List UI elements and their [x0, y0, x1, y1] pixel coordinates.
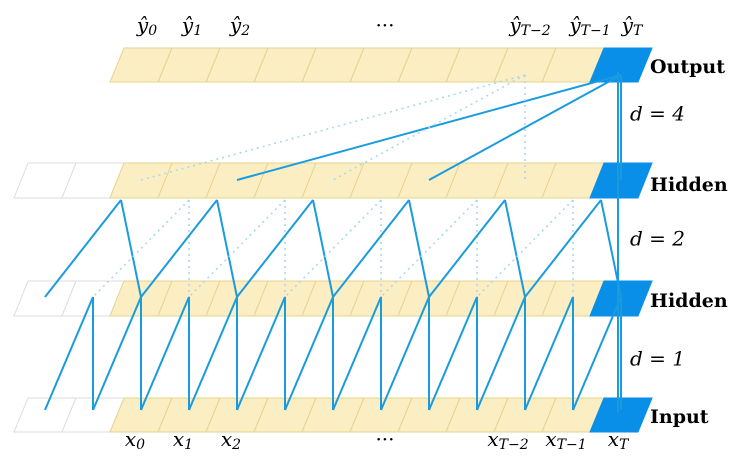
axis-label: ŷ0 — [136, 13, 157, 40]
label-main: ŷ — [181, 13, 194, 37]
label-sub: 2 — [231, 437, 241, 453]
link — [188, 296, 238, 411]
axis-label: ··· — [375, 427, 394, 451]
axis-label: xT−1 — [545, 427, 586, 454]
label-main: x — [221, 427, 232, 451]
label-main: ŷ — [621, 13, 634, 37]
label-main: x — [173, 427, 184, 451]
axis-label: ŷT−1 — [568, 13, 610, 40]
label-sub: T — [633, 23, 644, 39]
link — [120, 199, 142, 298]
link — [524, 296, 574, 411]
link — [428, 296, 478, 411]
label-main: ··· — [375, 427, 394, 451]
link — [504, 199, 526, 298]
axis-label: ··· — [375, 13, 394, 37]
cells — [13, 47, 653, 433]
link — [236, 199, 314, 298]
link — [92, 296, 142, 411]
label-sub: 2 — [240, 23, 250, 39]
label-main: ··· — [375, 13, 394, 37]
link — [572, 296, 622, 411]
layer-label: Input — [650, 406, 709, 428]
label-sub: 0 — [148, 23, 157, 39]
label-sub: 1 — [193, 23, 202, 39]
link — [140, 199, 218, 298]
label-main: x — [487, 427, 498, 451]
axis-label: x2 — [221, 427, 241, 454]
label-main: x — [545, 427, 556, 451]
link — [44, 199, 122, 298]
axis-label: x0 — [125, 427, 145, 454]
axis-label: ŷT−2 — [508, 13, 550, 40]
dotted-link — [140, 74, 526, 181]
label-sub: T−2 — [499, 437, 529, 453]
label-main: ŷ — [508, 13, 521, 37]
label-sub: T — [619, 437, 630, 453]
link — [524, 199, 602, 298]
link — [476, 296, 526, 411]
link — [140, 296, 190, 411]
dilation-label: d = 4 — [630, 102, 685, 126]
label-sub: T−1 — [581, 23, 611, 39]
label-main: ŷ — [568, 13, 581, 37]
cell — [589, 397, 653, 433]
label-sub: T−2 — [521, 23, 551, 39]
link — [236, 296, 286, 411]
links — [44, 74, 622, 411]
link — [312, 199, 334, 298]
axis-label: ŷ2 — [229, 13, 250, 40]
axis-label: xT−2 — [487, 427, 528, 454]
label-sub: 1 — [184, 437, 193, 453]
dotted-link — [332, 74, 526, 181]
link — [332, 296, 382, 411]
link — [408, 199, 430, 298]
layer-label: Hidden — [650, 174, 728, 196]
link — [428, 74, 622, 181]
link — [216, 199, 238, 298]
dilation-label: d = 2 — [630, 227, 685, 251]
axis-label: ŷ1 — [181, 13, 202, 40]
dilation-label: d = 1 — [630, 347, 685, 371]
link — [428, 199, 506, 298]
label-main: ŷ — [136, 13, 149, 37]
axis-label: ŷT — [621, 13, 644, 40]
axis-label: xT — [608, 427, 630, 454]
axis-label: x1 — [173, 427, 193, 454]
label-main: x — [125, 427, 136, 451]
layer-label: Output — [650, 56, 725, 78]
label-sub: T−1 — [557, 437, 587, 453]
link — [284, 296, 334, 411]
link — [332, 199, 410, 298]
label-main: ŷ — [229, 13, 242, 37]
link — [380, 296, 430, 411]
link — [44, 296, 94, 411]
label-main: x — [608, 427, 619, 451]
cell — [589, 162, 653, 199]
layer-label: Hidden — [650, 290, 728, 312]
label-sub: 0 — [136, 437, 145, 453]
